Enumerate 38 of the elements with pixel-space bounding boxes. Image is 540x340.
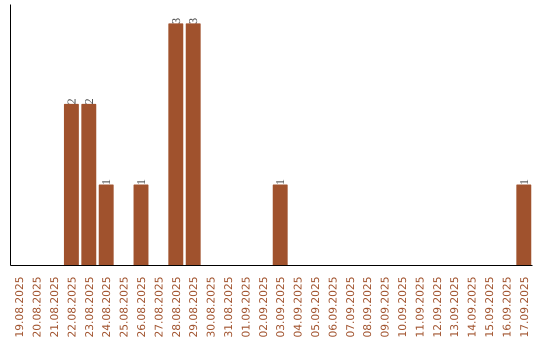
x-tick-label: 11.09.2025 bbox=[413, 276, 426, 338]
x-tick-label: 28.08.2025 bbox=[170, 276, 183, 338]
x-tick-label: 10.09.2025 bbox=[396, 276, 409, 338]
x-tick-label: 31.08.2025 bbox=[222, 276, 235, 338]
data-label: 1 bbox=[99, 178, 114, 185]
data-label: 1 bbox=[134, 178, 148, 185]
x-tick-label: 24.08.2025 bbox=[100, 276, 114, 338]
x-tick-label: 30.08.2025 bbox=[204, 276, 218, 338]
x-tick-label: 05.09.2025 bbox=[309, 276, 322, 338]
x-tick-label: 03.09.2025 bbox=[274, 276, 288, 338]
data-label: 1 bbox=[516, 178, 531, 185]
data-label: 1 bbox=[273, 178, 288, 185]
x-tick-label: 04.09.2025 bbox=[292, 276, 305, 338]
x-tick-label: 13.09.2025 bbox=[448, 276, 462, 338]
x-tick-label: 23.08.2025 bbox=[82, 276, 96, 338]
x-tick-label: 09.09.2025 bbox=[378, 276, 392, 338]
x-tick-label: 17.09.2025 bbox=[518, 276, 531, 338]
x-tick-label: 29.08.2025 bbox=[187, 276, 200, 338]
x-tick-label: 12.09.2025 bbox=[430, 276, 444, 338]
x-tick-label: 22.08.2025 bbox=[65, 276, 78, 338]
x-tick-label: 07.09.2025 bbox=[344, 276, 357, 338]
x-tick-label: 26.08.2025 bbox=[135, 276, 148, 338]
x-tick-label: 02.09.2025 bbox=[256, 276, 270, 338]
x-tick-label: 21.08.2025 bbox=[48, 276, 61, 338]
data-label: 3 bbox=[186, 18, 200, 24]
x-tick-label: 20.08.2025 bbox=[30, 276, 44, 338]
x-tick-label: 27.08.2025 bbox=[152, 276, 166, 338]
x-tick-label: 14.09.2025 bbox=[466, 276, 479, 338]
data-label: 2 bbox=[82, 98, 96, 104]
x-tick-label: 16.09.2025 bbox=[500, 276, 514, 338]
x-tick-label: 06.09.2025 bbox=[326, 276, 340, 338]
x-tick-label: 15.09.2025 bbox=[483, 276, 496, 338]
x-tick-label: 25.08.2025 bbox=[118, 276, 131, 338]
data-label: 2 bbox=[64, 98, 78, 104]
x-tick-label: 08.09.2025 bbox=[361, 276, 374, 338]
x-tick-label: 01.09.2025 bbox=[239, 276, 252, 338]
data-label: 3 bbox=[168, 18, 183, 24]
x-tick-label: 19.08.2025 bbox=[13, 276, 26, 338]
